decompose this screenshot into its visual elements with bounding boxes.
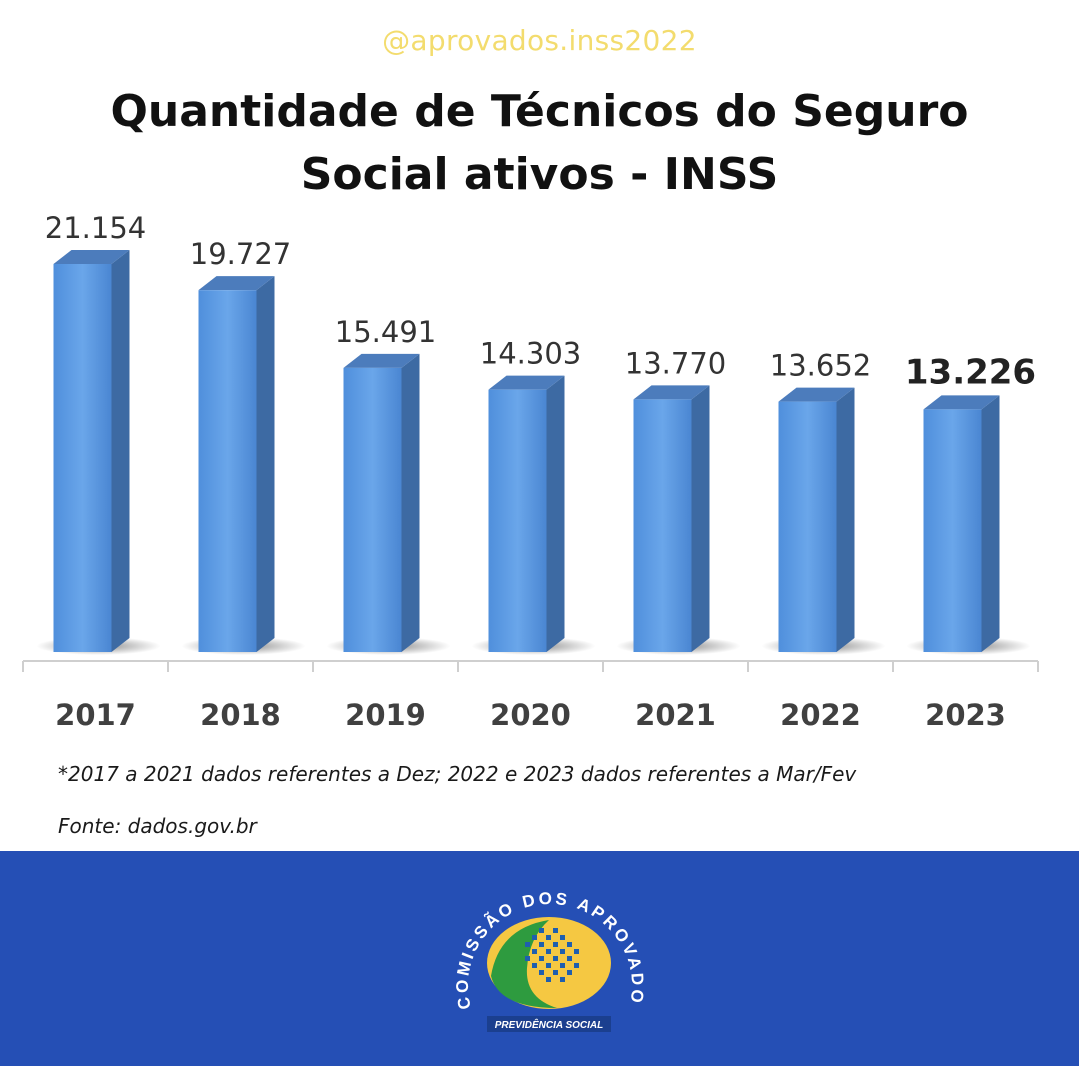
- bars-layer: [36, 250, 1031, 655]
- value-label-2022: 13.652: [770, 349, 871, 383]
- commission-seal-logo: COMISSÃO DOS APROVADOS INSS 2022 PREVIDÊ…: [429, 858, 644, 1032]
- bar-2023: [923, 409, 982, 652]
- chart-title-line-2: Social ativos - INSS: [300, 149, 779, 200]
- tick-label-2017: 2017: [55, 698, 136, 732]
- bar-side-2020: [546, 375, 565, 652]
- tick-label-2018: 2018: [200, 698, 281, 732]
- tick-label-2020: 2020: [490, 698, 571, 732]
- value-label-2023: 13.226: [905, 352, 1036, 392]
- bar-2022: [778, 401, 837, 652]
- bar-side-2023: [981, 395, 1000, 652]
- bar-side-2017: [111, 250, 130, 652]
- x-axis: [22, 660, 1039, 672]
- value-label-2020: 14.303: [480, 337, 581, 371]
- bar-side-2019: [401, 353, 420, 652]
- bar-2018: [198, 290, 257, 652]
- bar-2017: [53, 264, 112, 652]
- bar-top-2019: [343, 353, 420, 368]
- tick-label-2023: 2023: [925, 698, 1006, 732]
- bar-top-2020: [488, 375, 565, 390]
- bar-top-2022: [778, 387, 855, 402]
- labels-layer: 21.154 2017 19.727 2018 15.491 2019 14.303 2020…: [45, 211, 1036, 732]
- instagram-handle: @aprovados.inss2022: [382, 24, 697, 57]
- svg-text:PREVIDÊNCIA SOCIAL: PREVIDÊNCIA SOCIAL: [495, 1018, 604, 1031]
- value-label-2017: 21.154: [45, 211, 146, 245]
- bar-2020: [488, 389, 547, 652]
- source-note: Fonte: dados.gov.br: [58, 814, 257, 838]
- tick-label-2019: 2019: [345, 698, 426, 732]
- bar-2019: [343, 367, 402, 652]
- value-label-2019: 15.491: [335, 315, 436, 349]
- bar-side-2021: [691, 385, 710, 652]
- bar-top-2017: [53, 250, 130, 264]
- value-label-2018: 19.727: [190, 237, 291, 271]
- footnote: *2017 a 2021 dados referentes a Dez; 202…: [58, 762, 857, 786]
- bar-chart: 21.154 2017 19.727 2018 15.491 2019 14.303 2020…: [22, 211, 1039, 732]
- tick-label-2021: 2021: [635, 698, 716, 732]
- bar-side-2018: [256, 276, 275, 652]
- value-label-2021: 13.770: [625, 346, 726, 380]
- bar-top-2018: [198, 276, 275, 291]
- bar-top-2023: [923, 395, 1000, 410]
- chart-title-line-1: Quantidade de Técnicos do Seguro: [110, 86, 969, 137]
- bar-2021: [633, 399, 692, 652]
- bar-side-2022: [836, 387, 855, 652]
- tick-label-2022: 2022: [780, 698, 861, 732]
- bar-top-2021: [633, 385, 710, 400]
